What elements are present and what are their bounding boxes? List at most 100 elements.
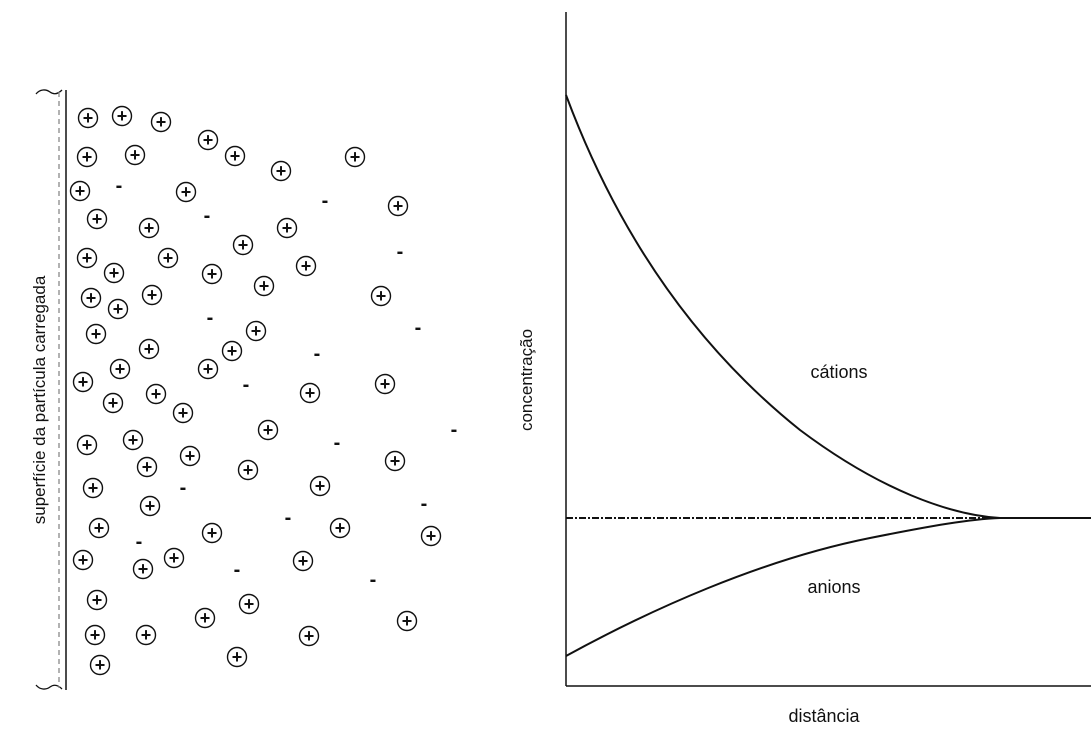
svg-text:+: + [376, 286, 387, 306]
svg-text:+: + [298, 551, 309, 571]
svg-text:+: + [203, 130, 214, 150]
svg-text:+: + [178, 403, 189, 423]
cation-icon: + [150, 111, 172, 133]
cation-icon: + [226, 646, 248, 668]
svg-text:+: + [259, 276, 270, 296]
cation-icon: + [163, 547, 185, 569]
svg-text:+: + [305, 383, 316, 403]
svg-text:+: + [238, 235, 249, 255]
svg-text:+: + [109, 263, 120, 283]
svg-text:+: + [88, 478, 99, 498]
cation-icon: + [295, 255, 317, 277]
cation-icon: + [111, 105, 133, 127]
svg-text:+: + [380, 374, 391, 394]
cation-icon: + [172, 402, 194, 424]
cation-icon: + [122, 429, 144, 451]
anion-icon: - [451, 419, 458, 441]
cation-icon: + [76, 247, 98, 269]
ions-layer: + + + + + + + + + + + + + + + + + + + + + + + + + + + + + + + + + + + + + + + +… [69, 105, 458, 676]
svg-text:+: + [108, 393, 119, 413]
anion-icon: - [415, 317, 422, 339]
anion-icon: - [421, 493, 428, 515]
svg-text:+: + [163, 248, 174, 268]
x-axis-label: distância [788, 706, 860, 726]
cation-icon: + [138, 338, 160, 360]
cation-icon: + [77, 107, 99, 129]
cation-icon: + [107, 298, 129, 320]
svg-text:+: + [282, 218, 293, 238]
svg-text:+: + [78, 550, 89, 570]
svg-text:+: + [141, 625, 152, 645]
surface-break-top [35, 89, 63, 95]
svg-text:+: + [232, 647, 243, 667]
svg-text:+: + [350, 147, 361, 167]
cation-icon: + [86, 208, 108, 230]
svg-text:+: + [128, 430, 139, 450]
cation-icon: + [309, 475, 331, 497]
cation-icon: + [72, 371, 94, 393]
cation-icon: + [89, 654, 111, 676]
svg-text:+: + [144, 339, 155, 359]
cation-icon: + [201, 522, 223, 544]
cation-icon: + [224, 145, 246, 167]
cation-icon: + [69, 180, 91, 202]
anion-icon: - [370, 569, 377, 591]
cation-icon: + [135, 624, 157, 646]
y-axis-label: concentração [517, 329, 536, 431]
cation-icon: + [86, 589, 108, 611]
svg-text:+: + [156, 112, 167, 132]
svg-text:+: + [203, 359, 214, 379]
cation-icon: + [145, 383, 167, 405]
svg-text:+: + [145, 496, 156, 516]
svg-text:+: + [92, 209, 103, 229]
anion-icon: - [204, 205, 211, 227]
svg-text:+: + [75, 181, 86, 201]
svg-text:+: + [147, 285, 158, 305]
svg-text:+: + [90, 625, 101, 645]
svg-text:+: + [335, 518, 346, 538]
anion-icon: - [207, 307, 214, 329]
concentration-graph: cátions anions concentração distância [517, 12, 1091, 726]
cation-icon: + [370, 285, 392, 307]
cation-icon: + [292, 550, 314, 572]
svg-text:+: + [86, 288, 97, 308]
svg-text:+: + [82, 147, 93, 167]
cation-icon: + [175, 181, 197, 203]
cation-icon: + [270, 160, 292, 182]
cation-icon: + [374, 373, 396, 395]
cation-icon: + [298, 625, 320, 647]
svg-text:+: + [207, 523, 218, 543]
svg-text:+: + [115, 359, 126, 379]
svg-text:+: + [230, 146, 241, 166]
svg-text:+: + [82, 248, 93, 268]
cation-icon: + [197, 358, 219, 380]
svg-text:+: + [138, 559, 149, 579]
svg-text:+: + [426, 526, 437, 546]
svg-text:+: + [78, 372, 89, 392]
svg-text:+: + [151, 384, 162, 404]
cation-icon: + [201, 263, 223, 285]
svg-text:+: + [227, 341, 238, 361]
surface-label: superfície da partícula carregada [30, 275, 49, 524]
anion-curve [565, 517, 1091, 657]
cation-icon: + [136, 456, 158, 478]
cation-icon: + [329, 517, 351, 539]
svg-text:+: + [207, 264, 218, 284]
cation-icon: + [102, 392, 124, 414]
svg-text:+: + [185, 446, 196, 466]
svg-text:+: + [263, 420, 274, 440]
cation-icon: + [237, 459, 259, 481]
anion-icon: - [180, 477, 187, 499]
cation-icon: + [76, 146, 98, 168]
svg-text:+: + [200, 608, 211, 628]
svg-text:+: + [94, 518, 105, 538]
svg-text:+: + [315, 476, 326, 496]
svg-text:+: + [243, 460, 254, 480]
anion-icon: - [116, 175, 123, 197]
cation-icon: + [396, 610, 418, 632]
cation-icon: + [103, 262, 125, 284]
cation-icon: + [132, 558, 154, 580]
cation-icon: + [157, 247, 179, 269]
svg-text:+: + [130, 145, 141, 165]
